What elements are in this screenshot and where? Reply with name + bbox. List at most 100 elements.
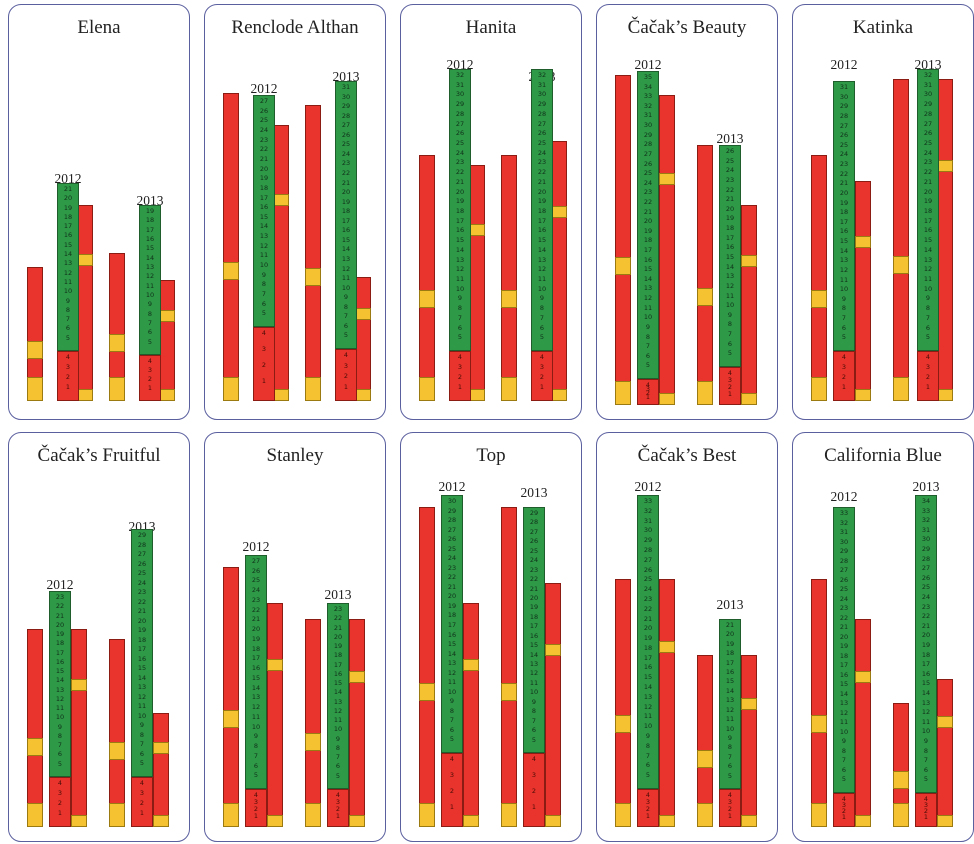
day-number: 3 [539, 362, 545, 371]
year-label: 2012 [438, 479, 466, 494]
day-number: 15 [259, 212, 269, 221]
day-number: 27 [643, 149, 653, 158]
day-number: 7 [841, 313, 847, 322]
day-number: 5 [841, 775, 847, 784]
day-number: 7 [335, 752, 341, 761]
day-number: 16 [333, 669, 343, 678]
right-base-patch [463, 815, 479, 827]
day-number: 19 [839, 198, 849, 207]
day-number: 6 [457, 323, 463, 332]
day-number: 1 [923, 812, 929, 821]
day-number: 16 [725, 243, 735, 252]
right-patch [159, 310, 175, 322]
day-number: 31 [923, 80, 933, 89]
green-column [441, 495, 463, 753]
day-number: 22 [341, 168, 351, 177]
right-column [659, 95, 675, 405]
year-label: 2013 [716, 597, 744, 612]
day-number: 26 [447, 534, 457, 543]
year-label: 2013 [136, 193, 164, 208]
day-number: 13 [251, 693, 261, 702]
red-base [637, 789, 659, 827]
day-number: 4 [727, 790, 733, 799]
day-number: 26 [643, 565, 653, 574]
cultivar-title: California Blue [824, 445, 942, 466]
day-number: 11 [333, 715, 343, 724]
day-number: 18 [63, 212, 73, 221]
green-column [719, 145, 741, 367]
right-column [855, 619, 871, 827]
left-column [697, 655, 713, 827]
day-number: 23 [333, 604, 343, 613]
day-number: 19 [455, 197, 465, 206]
day-number: 18 [259, 183, 269, 192]
day-number: 8 [923, 746, 929, 755]
day-number: 14 [529, 650, 539, 659]
day-number: 21 [447, 582, 457, 591]
day-number: 23 [447, 563, 457, 572]
day-number: 4 [925, 352, 931, 361]
day-number: 21 [643, 614, 653, 623]
day-number: 13 [259, 231, 269, 240]
day-number: 30 [643, 120, 653, 129]
right-base-patch [355, 389, 371, 401]
cultivar-panel: Čačak’s Best 2012 33 32 31 30 29 28 27 26 25 24 23 22… [596, 432, 778, 842]
day-number: 7 [727, 752, 733, 761]
day-number: 19 [923, 197, 933, 206]
day-number: 4 [139, 778, 145, 787]
red-base [637, 379, 659, 405]
day-number: 20 [643, 624, 653, 633]
day-number: 9 [645, 731, 651, 740]
day-number: 15 [341, 235, 351, 244]
right-base-patch [855, 389, 871, 401]
day-number: 18 [537, 206, 547, 215]
day-number: 4 [65, 352, 71, 361]
day-number: 2 [539, 372, 545, 381]
cultivar-title: Čačak’s Best [637, 445, 737, 466]
year-label: 2012 [242, 539, 270, 554]
day-number: 27 [447, 525, 457, 534]
day-number: 20 [923, 187, 933, 196]
day-number: 15 [537, 235, 547, 244]
day-number: 11 [341, 273, 351, 282]
red-base [917, 351, 939, 401]
left-patch [109, 742, 125, 760]
day-number: 5 [449, 735, 455, 744]
right-column [741, 655, 757, 827]
day-number: 9 [147, 300, 153, 309]
day-number: 14 [333, 688, 343, 697]
day-number: 13 [643, 284, 653, 293]
day-number: 1 [645, 811, 651, 820]
day-number: 2 [449, 786, 455, 795]
day-number: 8 [147, 309, 153, 318]
day-number: 24 [643, 584, 653, 593]
day-number: 32 [923, 70, 933, 79]
red-base [449, 351, 471, 401]
right-column [159, 280, 175, 401]
day-number: 10 [529, 688, 539, 697]
day-number: 15 [529, 640, 539, 649]
day-number: 19 [643, 633, 653, 642]
day-number: 20 [341, 187, 351, 196]
day-number: 7 [727, 329, 733, 338]
cultivar-panel: Čačak’s Fruitful 2012 23 22 21 20 19 18 17 16 15 14… [8, 432, 190, 842]
right-patch [741, 255, 757, 267]
right-patch [545, 644, 561, 656]
left-patch [109, 334, 125, 352]
red-base [531, 351, 553, 401]
day-number: 16 [259, 202, 269, 211]
day-number: 19 [145, 206, 155, 215]
right-column [273, 125, 289, 401]
day-number: 2 [147, 374, 153, 383]
day-number: 4 [335, 790, 341, 799]
day-number: 11 [529, 678, 539, 687]
green-column [57, 183, 79, 351]
day-number: 15 [725, 252, 735, 261]
day-number: 29 [455, 99, 465, 108]
day-number: 19 [529, 603, 539, 612]
day-number: 20 [839, 632, 849, 641]
day-number: 29 [923, 99, 933, 108]
day-number: 15 [251, 673, 261, 682]
day-number: 18 [145, 216, 155, 225]
day-number: 6 [147, 328, 153, 337]
